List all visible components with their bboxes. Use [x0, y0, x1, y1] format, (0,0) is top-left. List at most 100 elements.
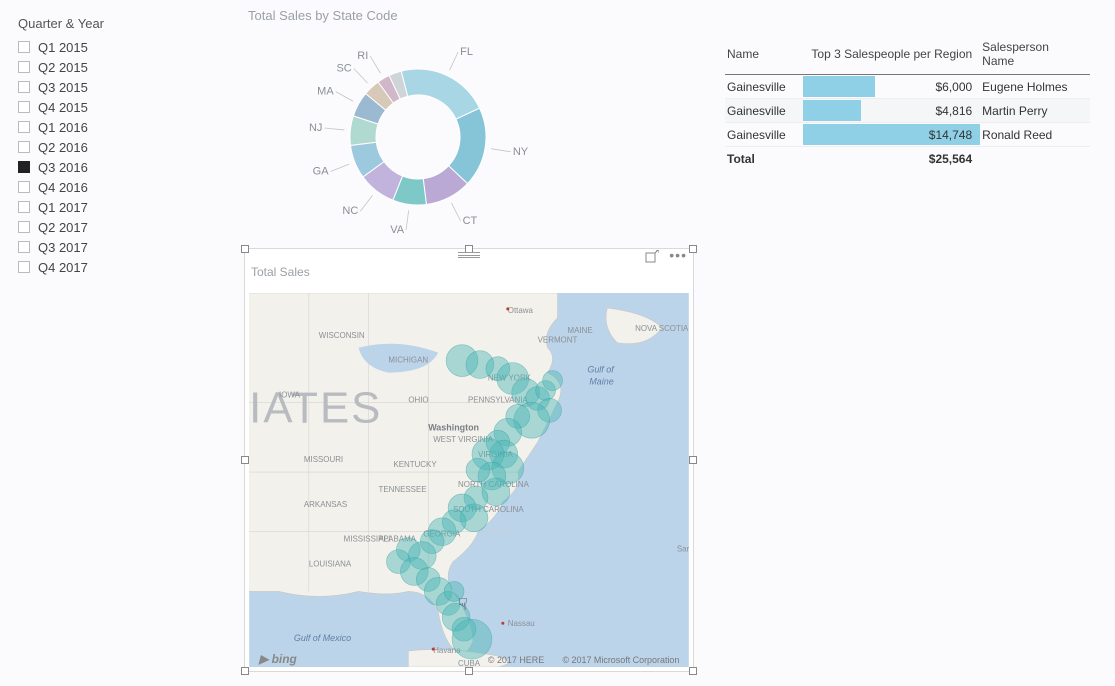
cell-salesperson: Ronald Reed: [980, 123, 1090, 147]
table-total-row: Total$25,564: [725, 147, 1090, 171]
checkbox-icon[interactable]: [18, 161, 30, 173]
table-row[interactable]: Gainesville$14,748Ronald Reed: [725, 123, 1090, 147]
checkbox-icon[interactable]: [18, 181, 30, 193]
resize-handle-s[interactable]: [465, 667, 473, 675]
cell-salesperson: Martin Perry: [980, 99, 1090, 123]
map-canvas[interactable]: IATESWashingtonOttawaMAINENOVA SCOTIAVER…: [249, 293, 689, 667]
slicer-item-label: Q2 2017: [38, 220, 88, 235]
donut-label: CT: [463, 215, 478, 227]
more-options-icon[interactable]: •••: [669, 250, 687, 267]
map-attribution: © 2017 HERE: [488, 655, 544, 665]
slicer-item-label: Q3 2016: [38, 160, 88, 175]
checkbox-icon[interactable]: [18, 201, 30, 213]
map-region-label: Ottawa: [508, 306, 534, 315]
drag-handle-icon[interactable]: [458, 252, 480, 258]
checkbox-icon[interactable]: [18, 121, 30, 133]
slicer-item-label: Q1 2015: [38, 40, 88, 55]
donut-slice[interactable]: [401, 69, 479, 119]
slicer-item[interactable]: Q1 2017: [18, 197, 188, 217]
checkbox-icon[interactable]: [18, 221, 30, 233]
slicer-item[interactable]: Q2 2015: [18, 57, 188, 77]
slicer-item[interactable]: Q4 2016: [18, 177, 188, 197]
cell-name: Gainesville: [725, 123, 803, 147]
checkbox-icon[interactable]: [18, 141, 30, 153]
map-region-label: MAINE: [567, 326, 592, 335]
checkbox-icon[interactable]: [18, 61, 30, 73]
map-region-label: WISCONSIN: [319, 331, 365, 340]
donut-label: RI: [357, 50, 368, 62]
resize-handle-w[interactable]: [241, 456, 249, 464]
donut-label: FL: [460, 46, 473, 58]
map-water-label: Gulf of Mexico: [294, 633, 351, 643]
map-region-label: CUBA: [458, 659, 481, 667]
map-region-label: Sar: [677, 545, 689, 554]
col-top3[interactable]: Top 3 Salespeople per Region: [803, 36, 980, 75]
cell-salesperson: Eugene Holmes: [980, 75, 1090, 99]
map-region-label: MICHIGAN: [388, 356, 428, 365]
map-region-label: Nassau: [508, 619, 535, 628]
slicer-item-label: Q2 2016: [38, 140, 88, 155]
map-region-label: TENNESSEE: [378, 485, 426, 494]
cell-name: Gainesville: [725, 99, 803, 123]
cell-value: $6,000: [803, 75, 980, 99]
table-row[interactable]: Gainesville$4,816Martin Perry: [725, 99, 1090, 123]
map-region-label: MISSOURI: [304, 455, 343, 464]
slicer-item-label: Q3 2015: [38, 80, 88, 95]
map-region-label: IOWA: [279, 390, 301, 399]
slicer-item[interactable]: Q3 2017: [18, 237, 188, 257]
quarter-year-slicer: Quarter & Year Q1 2015Q2 2015Q3 2015Q4 2…: [18, 16, 188, 277]
donut-label: NY: [513, 146, 529, 158]
donut-label: GA: [313, 165, 330, 177]
checkbox-icon[interactable]: [18, 241, 30, 253]
map-attribution: © 2017 Microsoft Corporation: [563, 655, 680, 665]
col-name[interactable]: Name: [725, 36, 803, 75]
resize-handle-se[interactable]: [689, 667, 697, 675]
slicer-item-label: Q3 2017: [38, 240, 88, 255]
salespeople-table: Name Top 3 Salespeople per Region Salesp…: [725, 36, 1090, 170]
map-region-label: LOUISIANA: [309, 560, 352, 569]
slicer-item-label: Q1 2016: [38, 120, 88, 135]
checkbox-icon[interactable]: [18, 261, 30, 273]
slicer-item-label: Q1 2017: [38, 200, 88, 215]
slicer-item[interactable]: Q3 2015: [18, 77, 188, 97]
slicer-item[interactable]: Q2 2017: [18, 217, 188, 237]
checkbox-icon[interactable]: [18, 41, 30, 53]
slicer-item[interactable]: Q4 2017: [18, 257, 188, 277]
checkbox-icon[interactable]: [18, 101, 30, 113]
slicer-item-label: Q4 2017: [38, 260, 88, 275]
map-region-label: OHIO: [408, 395, 428, 404]
donut-label: SC: [336, 62, 351, 74]
map-region-label: NOVA SCOTIA: [635, 324, 689, 333]
slicer-item-label: Q2 2015: [38, 60, 88, 75]
slicer-item-label: Q4 2015: [38, 100, 88, 115]
map-water-label: Maine: [589, 377, 613, 387]
map-city-label: Washington: [428, 422, 479, 432]
slicer-item[interactable]: Q3 2016: [18, 157, 188, 177]
donut-label: NC: [342, 205, 358, 217]
checkbox-icon[interactable]: [18, 81, 30, 93]
donut-chart: Total Sales by State Code FL NY CT VA NC GA NJ…: [248, 8, 608, 237]
map-bubble[interactable]: [452, 619, 492, 659]
map-title: Total Sales: [245, 265, 693, 279]
donut-label: NJ: [309, 122, 322, 134]
map-visual[interactable]: ••• Total Sales IATES Washington Ottawa MAI…: [244, 248, 694, 672]
slicer-item[interactable]: Q4 2015: [18, 97, 188, 117]
donut-label: VA: [390, 224, 405, 236]
map-region-label: KENTUCKY: [393, 460, 437, 469]
focus-mode-icon[interactable]: [645, 250, 659, 267]
slicer-item-label: Q4 2016: [38, 180, 88, 195]
slicer-item[interactable]: Q1 2016: [18, 117, 188, 137]
cell-value: $14,748: [803, 123, 980, 147]
resize-handle-e[interactable]: [689, 456, 697, 464]
table-row[interactable]: Gainesville$6,000Eugene Holmes: [725, 75, 1090, 99]
donut-title: Total Sales by State Code: [248, 8, 608, 23]
map-country-label: IATES: [249, 383, 382, 432]
col-salesperson[interactable]: Salesperson Name: [980, 36, 1090, 75]
map-water-label: Gulf of: [587, 365, 615, 375]
map-bubble[interactable]: [543, 371, 563, 391]
bing-logo: ▶ bing: [258, 652, 297, 666]
map-bubble[interactable]: [466, 458, 490, 482]
resize-handle-sw[interactable]: [241, 667, 249, 675]
slicer-item[interactable]: Q2 2016: [18, 137, 188, 157]
slicer-item[interactable]: Q1 2015: [18, 37, 188, 57]
